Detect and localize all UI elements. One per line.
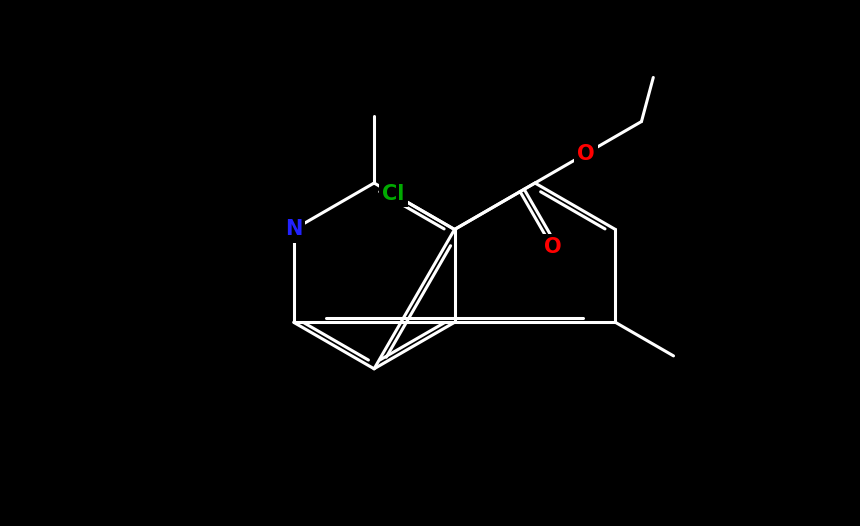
Text: N: N [285,219,303,239]
Text: O: O [544,237,561,258]
Text: O: O [577,144,594,164]
Text: Cl: Cl [383,184,405,204]
